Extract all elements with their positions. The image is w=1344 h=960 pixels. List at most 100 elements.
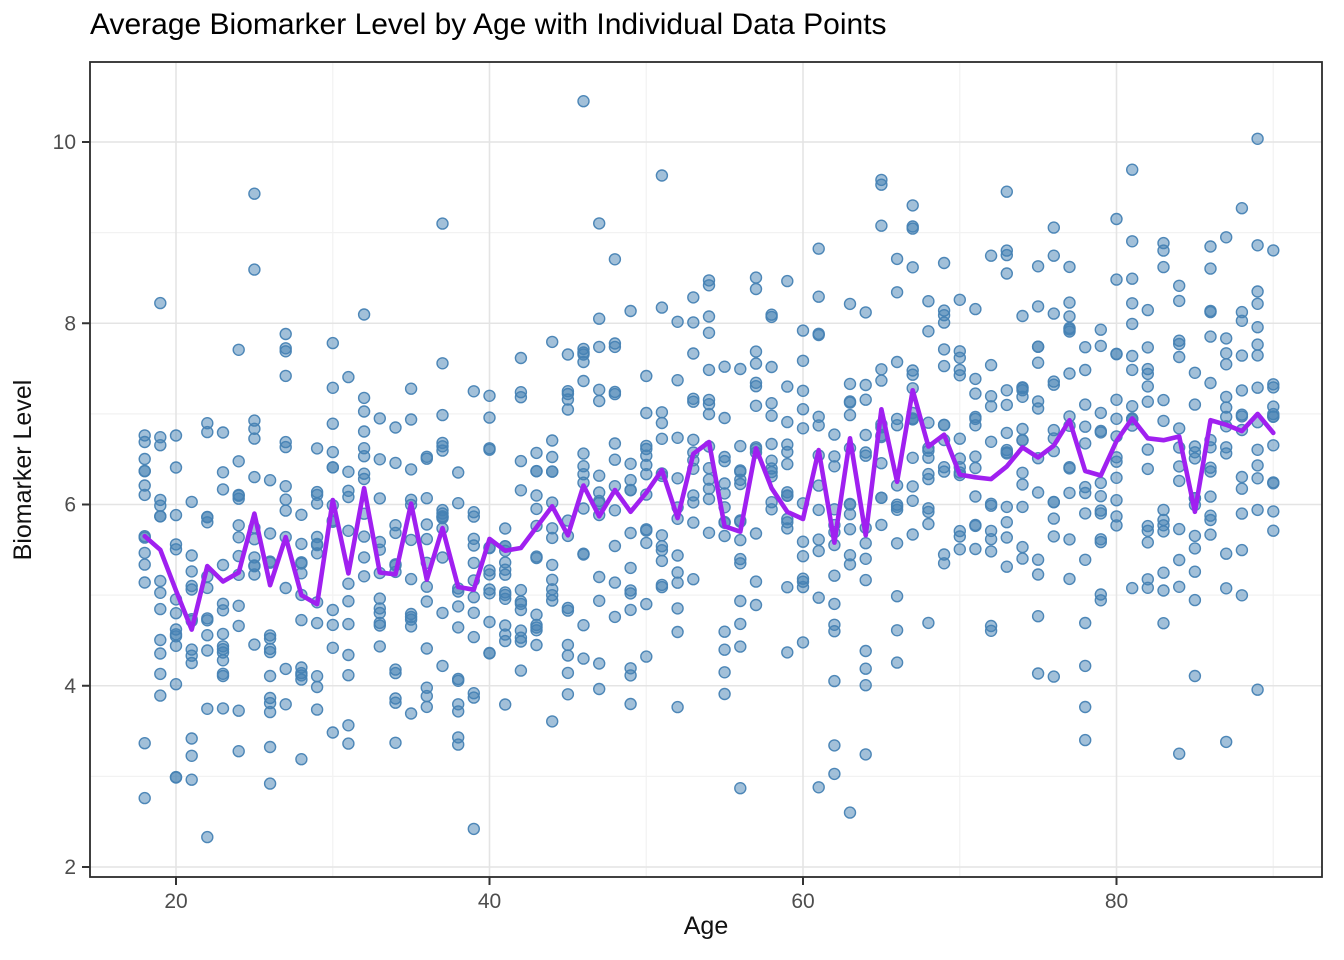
scatter-point	[1204, 376, 1217, 390]
scatter-point	[342, 524, 355, 537]
scatter-point	[216, 627, 230, 641]
scatter-point	[1251, 239, 1264, 252]
scatter-point	[875, 457, 888, 470]
scatter-point	[1235, 201, 1249, 215]
scatter-point	[436, 659, 449, 673]
scatter-point	[781, 457, 794, 471]
scatter-point	[859, 393, 872, 406]
scatter-point	[263, 777, 277, 790]
scatter-point	[969, 519, 982, 533]
scatter-point	[1094, 504, 1108, 517]
scatter-point	[530, 550, 543, 563]
scatter-point	[1235, 543, 1249, 557]
scatter-point	[169, 461, 183, 474]
scatter-point	[718, 625, 731, 638]
scatter-point	[561, 348, 575, 361]
scatter-point	[922, 295, 935, 308]
scatter-point	[843, 297, 857, 311]
scatter-point	[828, 674, 841, 688]
scatter-point	[734, 640, 747, 653]
scatter-point	[1078, 363, 1092, 377]
scatter-point	[357, 551, 371, 564]
scatter-point	[452, 466, 465, 479]
scatter-point	[185, 583, 198, 596]
scatter-point	[1188, 366, 1202, 379]
scatter-point	[1078, 437, 1092, 450]
scatter-point	[216, 558, 230, 572]
scatter-point	[436, 408, 449, 422]
scatter-point	[859, 306, 872, 319]
scatter-point	[718, 450, 731, 464]
scatter-point	[812, 781, 825, 794]
scatter-point	[310, 670, 324, 683]
scatter-point	[765, 397, 778, 410]
scatter-point	[404, 572, 418, 586]
scatter-point	[1125, 163, 1139, 176]
scatter-point	[828, 450, 841, 463]
scatter-point	[1188, 593, 1202, 607]
scatter-point	[890, 286, 904, 299]
scatter-point	[1094, 426, 1108, 439]
scatter-point	[624, 587, 637, 600]
scatter-point	[1251, 132, 1264, 146]
scatter-point	[185, 495, 198, 509]
scatter-point	[467, 539, 480, 552]
scatter-point	[906, 368, 919, 381]
scatter-point	[593, 394, 606, 408]
scatter-point	[640, 650, 653, 663]
scatter-point	[326, 641, 339, 654]
scatter-point	[1172, 294, 1186, 308]
scatter-point	[859, 679, 872, 692]
scatter-point	[608, 504, 622, 517]
scatter-point	[608, 387, 622, 401]
scatter-point	[420, 492, 433, 505]
scatter-point	[154, 689, 167, 702]
scatter-point	[1141, 395, 1155, 408]
scatter-point	[922, 505, 935, 519]
scatter-point	[984, 390, 998, 403]
mean-line	[142, 388, 1276, 632]
chart-title: Average Biomarker Level by Age with Indi…	[90, 8, 887, 41]
scatter-point	[310, 616, 324, 630]
scatter-point	[310, 547, 324, 560]
scatter-point	[671, 431, 684, 444]
scatter-point	[640, 406, 653, 420]
scatter-point	[1047, 512, 1061, 525]
scatter-point	[483, 646, 496, 660]
scatter-point	[1016, 466, 1029, 479]
scatter-point	[1125, 349, 1139, 363]
scatter-point	[593, 657, 606, 670]
scatter-point	[1172, 474, 1186, 488]
scatter-point	[483, 587, 496, 600]
scatter-point	[1188, 542, 1202, 555]
scatter-point	[687, 496, 700, 509]
scatter-point	[1078, 553, 1092, 566]
scatter-point	[1016, 540, 1029, 554]
scatter-point	[671, 576, 684, 589]
scatter-point	[843, 806, 857, 819]
scatter-point	[342, 648, 355, 662]
scatter-point	[310, 680, 324, 694]
scatter-point	[420, 642, 433, 655]
scatter-points	[138, 94, 1280, 844]
scatter-point	[1000, 185, 1013, 198]
scatter-point	[1157, 393, 1170, 407]
scatter-point	[1094, 339, 1108, 353]
scatter-point	[467, 630, 480, 644]
scatter-point	[452, 698, 465, 711]
scatter-point	[906, 451, 919, 464]
scatter-point	[875, 491, 888, 504]
scatter-point	[357, 391, 371, 405]
scatter-point	[530, 608, 543, 621]
scatter-point	[655, 169, 669, 182]
scatter-point	[326, 381, 339, 394]
scatter-point	[201, 830, 214, 844]
scatter-point	[1110, 494, 1123, 507]
scatter-point	[1047, 378, 1061, 391]
scatter-point	[279, 504, 292, 517]
scatter-point	[514, 454, 528, 468]
scatter-point	[467, 591, 480, 604]
scatter-point	[593, 340, 606, 354]
scatter-point	[1110, 273, 1123, 286]
